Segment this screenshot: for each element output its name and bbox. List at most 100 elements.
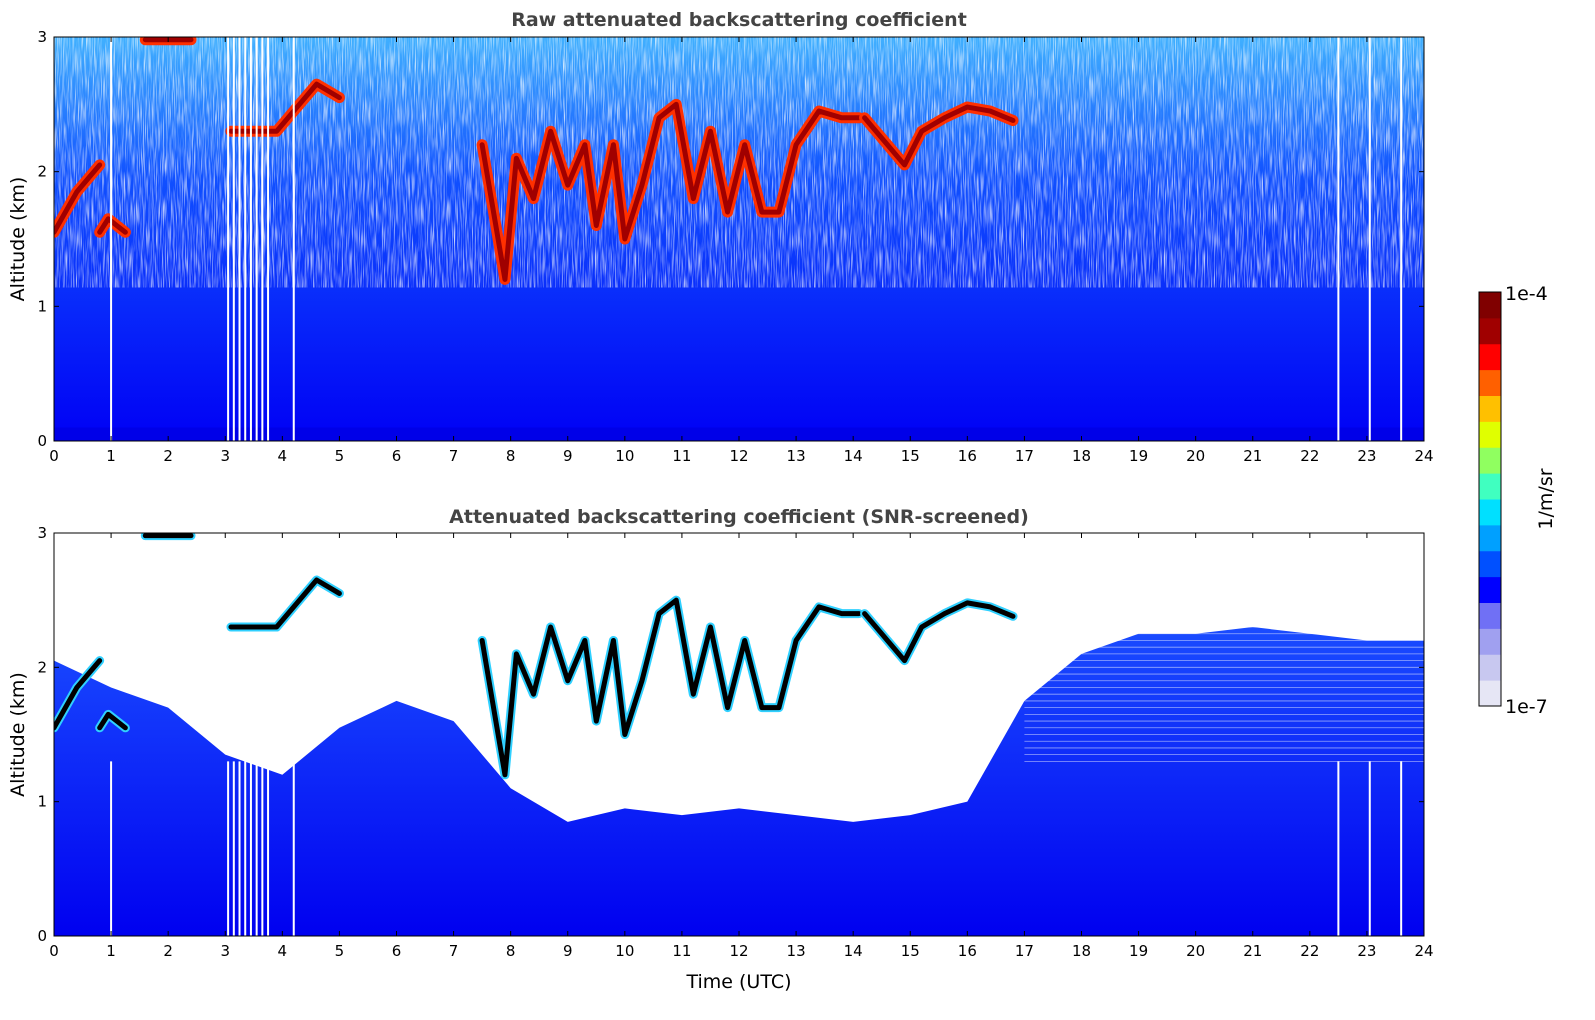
colorbar-segment [1479,473,1501,500]
x-tick-label: 6 [392,447,402,465]
x-tick-label: 1 [106,942,116,960]
x-tick-label: 19 [1129,447,1148,465]
x-tick-label: 2 [163,447,173,465]
x-tick-label: 4 [278,447,288,465]
x-tick-label: 7 [449,942,459,960]
colorbar-segment [1479,550,1501,578]
x-tick-label: 23 [1357,942,1376,960]
x-tick-label: 2 [163,942,173,960]
y-tick-label: 3 [37,524,47,542]
y-tick-label: 0 [37,927,47,945]
x-tick-label: 7 [449,447,459,465]
colorbar-label: 1/m/sr [1535,468,1557,529]
x-tick-label: 8 [506,447,516,465]
cloud-layer-core [54,162,103,235]
x-tick-label: 6 [392,942,402,960]
colorbar-segment [1479,524,1501,552]
colorbar-segment [1479,421,1501,448]
x-tick-label: 22 [1300,447,1319,465]
x-tick-label: 13 [787,447,806,465]
x-tick-label: 20 [1186,447,1205,465]
x-tick-label: 12 [729,942,748,960]
screened-cloud-core [862,600,1016,664]
colorbar-segment [1479,499,1501,526]
y-tick-label: 0 [37,432,47,450]
screened-cloud-core [479,597,862,778]
colorbar-segment [1479,317,1501,345]
colorbar-segment [1479,628,1501,655]
colorbar-min-label: 1e-7 [1505,696,1548,718]
screened-heatmap [54,533,1424,936]
panel-title-screened: Attenuated backscattering coefficient (S… [449,506,1029,528]
x-tick-label: 19 [1129,942,1148,960]
y-axis-label-raw: Altitude (km) [7,177,29,302]
raw-backscatter-panel: Raw attenuated backscattering coefficien… [7,9,1434,465]
x-tick-label: 10 [615,447,634,465]
x-tick-label: 16 [958,942,977,960]
y-axis-ticks-raw: 0 1 2 3 [37,28,1424,450]
screened-cloud-core [228,577,342,630]
colorbar-segment [1479,576,1501,603]
x-tick-label: 11 [672,447,691,465]
x-tick-label: 10 [615,942,634,960]
x-tick-label: 22 [1300,942,1319,960]
x-tick-label: 14 [844,447,863,465]
y-tick-label: 1 [37,297,47,315]
x-tick-label: 24 [1414,942,1433,960]
x-tick-label: 4 [278,942,288,960]
x-axis-ticks-screened: 0 1 2 3 4 5 6 7 8 9 10 11 12 13 14 15 16 17 18 19 20 21 22 23 24 [49,533,1434,960]
x-tick-label: 23 [1357,447,1376,465]
colorbar-segment [1479,343,1501,371]
x-tick-label: 18 [1072,942,1091,960]
x-tick-label: 0 [49,942,59,960]
x-axis-ticks-raw: 0 1 2 3 4 5 6 7 8 9 10 11 12 13 14 15 16 17 18 19 20 21 22 23 24 [49,37,1434,465]
x-tick-label: 9 [563,447,573,465]
cloud-layer-core [97,216,128,235]
y-tick-label: 1 [37,793,47,811]
x-tick-label: 15 [901,942,920,960]
colorbar-segment [1479,369,1501,396]
x-tick-label: 11 [672,942,691,960]
x-tick-label: 0 [49,447,59,465]
x-tick-label: 8 [506,942,516,960]
colorbar: 1e-4 1e-7 1/m/sr [1478,283,1557,718]
cloud-layer-core [862,104,1016,168]
colorbar-segments [1479,292,1501,707]
x-tick-label: 18 [1072,447,1091,465]
colorbar-segment [1479,654,1501,681]
x-tick-label: 17 [1015,942,1034,960]
x-tick-label: 3 [220,447,230,465]
cloud-layer-core [479,101,862,282]
y-axis-ticks-screened: 0 1 2 3 [37,524,1424,945]
screened-signal-region [54,627,1424,936]
screened-cloud-core [97,711,128,731]
x-tick-label: 21 [1243,942,1262,960]
y-axis-label-screened: Altitude (km) [7,672,29,797]
colorbar-segment [1479,602,1501,629]
y-tick-label: 3 [37,28,47,46]
raw-heatmap [54,37,1424,441]
x-tick-label: 1 [106,447,116,465]
x-tick-label: 12 [729,447,748,465]
colorbar-segment [1479,680,1501,707]
colorbar-segment [1479,447,1501,474]
x-tick-label: 20 [1186,942,1205,960]
x-tick-label: 17 [1015,447,1034,465]
x-tick-label: 15 [901,447,920,465]
x-tick-label: 13 [787,942,806,960]
colorbar-segment [1479,395,1501,422]
colorbar-segment [1479,292,1501,319]
panel-title-raw: Raw attenuated backscattering coefficien… [511,9,967,31]
x-tick-label: 5 [335,942,345,960]
x-tick-label: 3 [220,942,230,960]
x-axis-label-time: Time (UTC) [685,971,791,993]
y-tick-label: 2 [37,658,47,676]
colorbar-frame [1478,291,1502,707]
x-tick-label: 24 [1414,447,1433,465]
colorbar-max-label: 1e-4 [1505,283,1548,305]
screened-cloud-core [54,658,103,731]
y-tick-label: 2 [37,163,47,181]
x-tick-label: 5 [335,447,345,465]
screened-backscatter-panel: Attenuated backscattering coefficient (S… [7,506,1434,993]
